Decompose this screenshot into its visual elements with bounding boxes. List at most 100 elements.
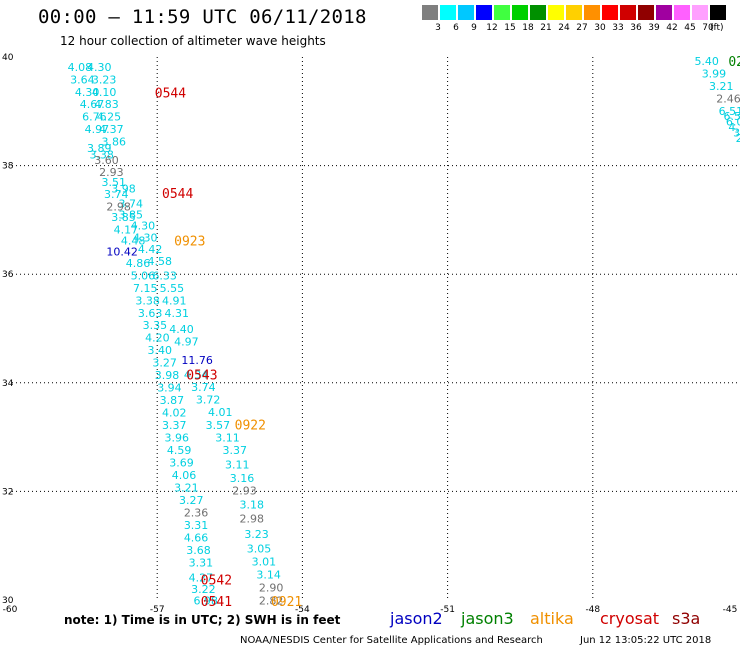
wave-height-reading: 3.74 bbox=[118, 198, 143, 211]
wave-height-reading: 4.31 bbox=[164, 307, 189, 320]
satellite-legend-item: jason3 bbox=[461, 609, 514, 628]
wave-height-reading: 4.34 bbox=[184, 369, 209, 382]
wave-height-reading: 3.51 bbox=[102, 176, 127, 189]
map-title: 00:00 – 11:59 UTC 06/11/2018 bbox=[38, 6, 367, 28]
lon-tick-label: -48 bbox=[585, 605, 600, 615]
lat-tick-label: 38 bbox=[2, 162, 14, 172]
wave-height-reading: 3.37 bbox=[223, 444, 248, 457]
legend-swatch bbox=[440, 5, 456, 20]
wave-height-reading: 3.69 bbox=[169, 457, 194, 470]
wave-height-reading: 4.30 bbox=[87, 61, 112, 74]
lat-tick-label: 36 bbox=[2, 270, 14, 280]
lon-tick-label: -51 bbox=[440, 605, 455, 615]
wave-height-reading: 3.35 bbox=[143, 319, 168, 332]
wave-height-reading: 4.59 bbox=[167, 444, 192, 457]
wave-height-reading: 10.42 bbox=[106, 245, 138, 258]
wave-height-reading: 3.31 bbox=[184, 519, 209, 532]
legend-swatch bbox=[620, 5, 636, 20]
wave-height-reading: 3.98 bbox=[155, 369, 180, 382]
legend-label: 9 bbox=[471, 23, 477, 33]
wave-height-reading: 3.38 bbox=[89, 149, 114, 162]
pass-time-label: 0541 bbox=[201, 595, 232, 610]
wave-height-reading: 5.40 bbox=[694, 55, 719, 68]
lon-tick-label: -57 bbox=[150, 605, 165, 615]
legend-label: 18 bbox=[522, 23, 534, 33]
pass-time-label: 0542 bbox=[201, 573, 232, 588]
wave-height-reading: 3.89 bbox=[87, 142, 112, 155]
wave-height-reading: 3.57 bbox=[206, 419, 231, 432]
wave-height-reading: 3.31 bbox=[189, 557, 214, 570]
lat-lon-grid bbox=[12, 57, 738, 600]
wave-height-reading: 3.94 bbox=[157, 382, 182, 395]
wave-height-reading: 3.05 bbox=[247, 542, 271, 555]
wave-height-readings: 4.084.303.643.234.304.104.674.836.764.25… bbox=[68, 55, 740, 608]
legend-label: 70 bbox=[702, 23, 714, 33]
pass-time-label: 02 bbox=[728, 55, 740, 70]
wave-height-reading: 4.17 bbox=[114, 224, 139, 237]
wave-height-reading: 2.98 bbox=[106, 200, 131, 213]
pass-time-labels: 0544 0544 0923 0543 0922 0542 0541 0921 02 bbox=[155, 55, 740, 610]
wave-height-reading: 4.97 bbox=[174, 336, 199, 349]
wave-height-reading: 11.76 bbox=[181, 354, 213, 367]
legend-label: 6 bbox=[453, 23, 459, 33]
wave-height-reading: 3.85 bbox=[111, 211, 136, 224]
legend-swatch bbox=[710, 5, 726, 20]
wave-height-reading: 4.67 bbox=[80, 98, 105, 111]
legend-swatch bbox=[512, 5, 528, 20]
wave-height-reading: 6.33 bbox=[152, 269, 177, 282]
legend-label: 45 bbox=[684, 23, 696, 33]
legend-swatch bbox=[674, 5, 690, 20]
legend-label: 12 bbox=[486, 23, 498, 33]
legend-swatch bbox=[638, 5, 654, 20]
wave-height-reading: 3.37 bbox=[162, 419, 187, 432]
wave-height-reading: 4.10 bbox=[92, 86, 117, 99]
legend-swatch bbox=[656, 5, 672, 20]
wave-height-reading: 4.30 bbox=[131, 219, 156, 232]
wave-height-reading: 6.76 bbox=[82, 111, 107, 124]
satellite-legend-item: altika bbox=[530, 609, 574, 628]
wave-height-reading: 3.86 bbox=[102, 136, 127, 149]
pass-time-label: 0922 bbox=[235, 419, 266, 434]
wave-height-reading: 4.86 bbox=[126, 257, 150, 270]
wave-height-reading: 2.93 bbox=[99, 166, 124, 179]
wave-height-reading: 3.16 bbox=[230, 472, 255, 485]
satellite-legend-item: jason2 bbox=[390, 609, 443, 628]
wave-height-reading: 3.21 bbox=[709, 80, 734, 93]
legend-label: 27 bbox=[576, 23, 588, 33]
legend-swatch bbox=[476, 5, 492, 20]
generated-timestamp: Jun 12 13:05:22 UTC 2018 bbox=[580, 635, 712, 646]
wave-height-reading: 2.90 bbox=[259, 582, 284, 595]
wave-height-reading: 3.11 bbox=[215, 432, 240, 445]
wave-height-reading: 3.14 bbox=[256, 568, 281, 581]
footer-note: note: 1) Time is in UTC; 2) SWH is in fe… bbox=[64, 613, 341, 627]
wave-height-reading: 3.74 bbox=[104, 188, 128, 201]
wave-height-reading: 3.60 bbox=[94, 154, 119, 167]
lat-tick-label: 40 bbox=[2, 53, 14, 63]
wave-height-reading: 4.27 bbox=[189, 572, 214, 585]
wave-height-reading: 3.99 bbox=[702, 67, 727, 80]
wave-height-reading: 3.85 bbox=[118, 208, 143, 221]
wave-height-reading: 6.98 bbox=[194, 595, 219, 608]
wave-height-reading: 2.98 bbox=[239, 513, 263, 526]
wave-height-reading: 3.66 bbox=[733, 126, 740, 139]
wave-height-reading: 3.01 bbox=[252, 555, 277, 568]
wave-height-reading: 3.27 bbox=[179, 494, 204, 507]
wave-height-reading: 6.51 bbox=[719, 105, 740, 118]
satellite-legend-item: s3a bbox=[672, 609, 701, 628]
wave-height-reading: 4.91 bbox=[162, 294, 187, 307]
legend-label: 30 bbox=[594, 23, 606, 33]
wave-height-reading: 4.20 bbox=[145, 332, 170, 345]
pass-time-label: 0544 bbox=[155, 86, 186, 101]
legend-label: 33 bbox=[612, 23, 624, 33]
wave-height-reading: 3.87 bbox=[160, 394, 185, 407]
wave-height-reading: 3.74 bbox=[191, 381, 216, 394]
legend-swatch bbox=[602, 5, 618, 20]
wave-height-reading: 4.30 bbox=[75, 86, 100, 99]
lon-tick-label: -60 bbox=[3, 605, 18, 615]
wave-height-reading: 3.98 bbox=[111, 182, 136, 195]
legend-swatch bbox=[458, 5, 474, 20]
pass-time-label: 0543 bbox=[186, 369, 217, 384]
wave-height-reading: 3.11 bbox=[225, 458, 250, 471]
wave-height-reading: 4.30 bbox=[133, 231, 158, 244]
